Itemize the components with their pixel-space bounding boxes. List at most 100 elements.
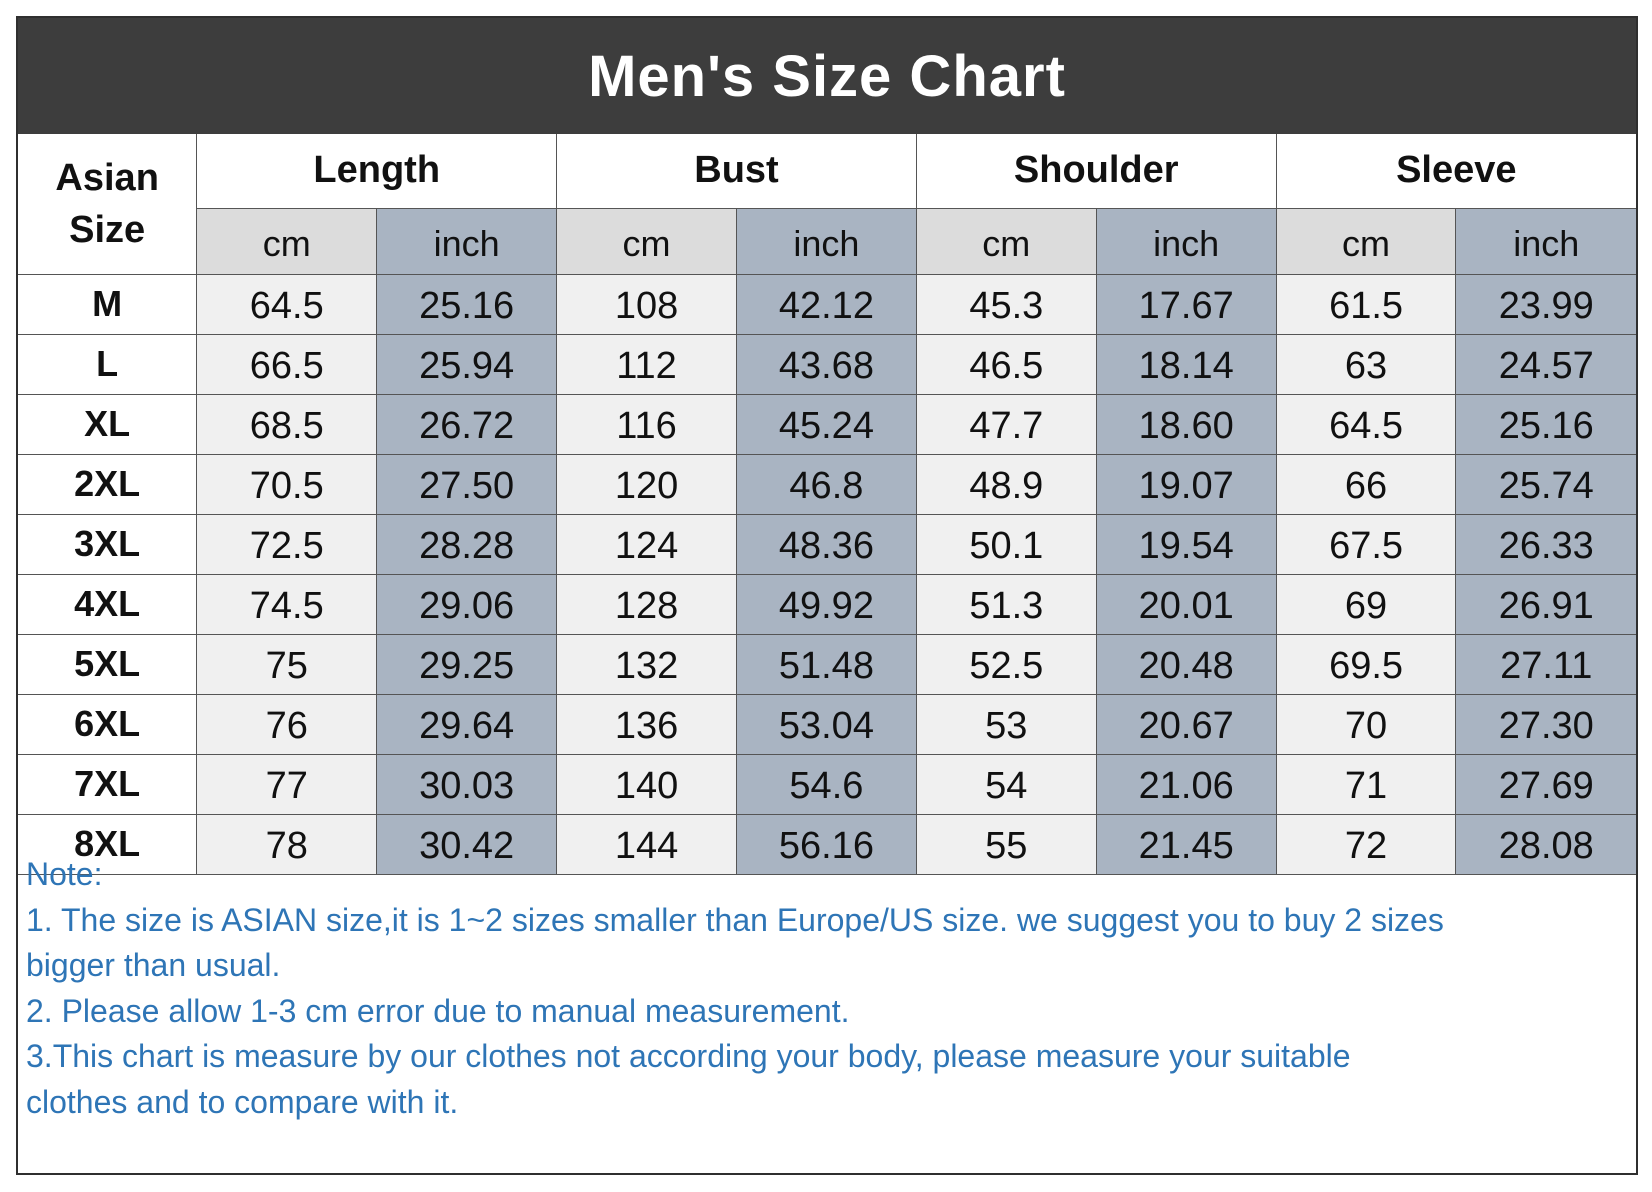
table-row: 2XL 70.5 27.50 120 46.8 48.9 19.07 66 25.74 bbox=[18, 453, 1636, 515]
cell-sleeve-cm: 72 bbox=[1275, 813, 1457, 875]
table-row: XL 68.5 26.72 116 45.24 47.7 18.60 64.5 25.16 bbox=[18, 393, 1636, 455]
cell-bust-cm: 124 bbox=[556, 513, 737, 575]
table-row: 4XL 74.5 29.06 128 49.92 51.3 20.01 69 26.91 bbox=[18, 573, 1636, 635]
unit-header-length-inch: inch bbox=[376, 207, 558, 275]
cell-sleeve-cm: 69.5 bbox=[1275, 633, 1457, 695]
unit-header-shoulder-inch: inch bbox=[1095, 207, 1277, 275]
cell-shoulder-inch: 19.54 bbox=[1095, 513, 1277, 575]
asian-size-header-line1: Asian bbox=[55, 156, 159, 199]
note-line-3-continued: clothes and to compare with it. bbox=[26, 1083, 459, 1120]
cell-sleeve-cm: 69 bbox=[1275, 573, 1457, 635]
cell-shoulder-cm: 55 bbox=[915, 813, 1097, 875]
asian-size-header: Asian Size bbox=[18, 134, 198, 275]
cell-bust-inch: 51.48 bbox=[735, 633, 917, 695]
cell-shoulder-cm: 48.9 bbox=[915, 453, 1097, 515]
cell-length-inch: 29.25 bbox=[376, 633, 558, 695]
note-line-3: 3.This chart is measure by our clothes n… bbox=[26, 1038, 1351, 1074]
cell-shoulder-inch: 18.14 bbox=[1095, 333, 1277, 395]
cell-length-cm: 74.5 bbox=[196, 573, 378, 635]
size-label: 7XL bbox=[18, 753, 198, 815]
notes-section: Note: 1. The size is ASIAN size,it is 1~… bbox=[26, 852, 1626, 1125]
cell-sleeve-inch: 26.91 bbox=[1455, 573, 1636, 635]
cell-bust-cm: 120 bbox=[556, 453, 737, 515]
notes-heading: Note: bbox=[26, 856, 103, 892]
unit-header-shoulder-cm: cm bbox=[915, 207, 1097, 275]
cell-length-inch: 30.42 bbox=[376, 813, 558, 875]
table-row: L 66.5 25.94 112 43.68 46.5 18.14 63 24.57 bbox=[18, 333, 1636, 395]
size-label: 3XL bbox=[18, 513, 198, 575]
cell-sleeve-inch: 25.74 bbox=[1455, 453, 1636, 515]
cell-bust-cm: 140 bbox=[556, 753, 737, 815]
cell-length-inch: 26.72 bbox=[376, 393, 558, 455]
cell-sleeve-cm: 63 bbox=[1275, 333, 1457, 395]
cell-shoulder-inch: 19.07 bbox=[1095, 453, 1277, 515]
cell-sleeve-inch: 27.11 bbox=[1455, 633, 1636, 695]
cell-bust-inch: 56.16 bbox=[735, 813, 917, 875]
group-header-shoulder: Shoulder bbox=[915, 134, 1277, 209]
cell-bust-cm: 128 bbox=[556, 573, 737, 635]
cell-shoulder-inch: 17.67 bbox=[1095, 273, 1277, 335]
cell-shoulder-inch: 18.60 bbox=[1095, 393, 1277, 455]
cell-length-cm: 76 bbox=[196, 693, 378, 755]
size-label: 5XL bbox=[18, 633, 198, 695]
size-label: M bbox=[18, 273, 198, 335]
unit-header-bust-inch: inch bbox=[735, 207, 917, 275]
cell-length-inch: 25.94 bbox=[376, 333, 558, 395]
table-row: 8XL 78 30.42 144 56.16 55 21.45 72 28.08 bbox=[18, 813, 1636, 875]
size-table-body: M 64.5 25.16 108 42.12 45.3 17.67 61.5 23.99 L 66.… bbox=[18, 273, 1636, 875]
cell-sleeve-cm: 70 bbox=[1275, 693, 1457, 755]
table-row: 5XL 75 29.25 132 51.48 52.5 20.48 69.5 27.11 bbox=[18, 633, 1636, 695]
cell-shoulder-inch: 20.01 bbox=[1095, 573, 1277, 635]
size-label: 6XL bbox=[18, 693, 198, 755]
cell-bust-inch: 43.68 bbox=[735, 333, 917, 395]
table-row: 6XL 76 29.64 136 53.04 53 20.67 70 27.30 bbox=[18, 693, 1636, 755]
cell-bust-cm: 136 bbox=[556, 693, 737, 755]
cell-shoulder-inch: 21.45 bbox=[1095, 813, 1277, 875]
cell-sleeve-inch: 26.33 bbox=[1455, 513, 1636, 575]
cell-bust-cm: 112 bbox=[556, 333, 737, 395]
unit-header-bust-cm: cm bbox=[556, 207, 737, 275]
cell-shoulder-cm: 45.3 bbox=[915, 273, 1097, 335]
size-label: XL bbox=[18, 393, 198, 455]
cell-shoulder-cm: 46.5 bbox=[915, 333, 1097, 395]
cell-length-cm: 75 bbox=[196, 633, 378, 695]
cell-sleeve-cm: 71 bbox=[1275, 753, 1457, 815]
cell-bust-inch: 54.6 bbox=[735, 753, 917, 815]
cell-shoulder-cm: 51.3 bbox=[915, 573, 1097, 635]
unit-header-sleeve-inch: inch bbox=[1455, 207, 1636, 275]
cell-shoulder-inch: 21.06 bbox=[1095, 753, 1277, 815]
note-line-1-continued: bigger than usual. bbox=[26, 947, 281, 983]
chart-title: Men's Size Chart bbox=[18, 18, 1636, 134]
cell-sleeve-inch: 28.08 bbox=[1455, 813, 1636, 875]
cell-length-inch: 29.06 bbox=[376, 573, 558, 635]
size-label: 4XL bbox=[18, 573, 198, 635]
size-table: Asian Size Length Bust Shoulder Sleeve c… bbox=[18, 134, 1636, 875]
cell-shoulder-cm: 52.5 bbox=[915, 633, 1097, 695]
unit-header-sleeve-cm: cm bbox=[1275, 207, 1457, 275]
group-header-length: Length bbox=[196, 134, 558, 209]
cell-shoulder-inch: 20.48 bbox=[1095, 633, 1277, 695]
note-line-2: 2. Please allow 1-3 cm error due to manu… bbox=[26, 992, 850, 1029]
cell-sleeve-cm: 66 bbox=[1275, 453, 1457, 515]
cell-sleeve-inch: 24.57 bbox=[1455, 333, 1636, 395]
cell-bust-inch: 53.04 bbox=[735, 693, 917, 755]
cell-length-cm: 77 bbox=[196, 753, 378, 815]
size-chart-frame: Men's Size Chart Asian Size Length Bust … bbox=[16, 16, 1638, 1175]
note-line-1: 1. The size is ASIAN size,it is 1~2 size… bbox=[26, 901, 1444, 938]
cell-shoulder-cm: 50.1 bbox=[915, 513, 1097, 575]
cell-length-inch: 27.50 bbox=[376, 453, 558, 515]
cell-length-inch: 29.64 bbox=[376, 693, 558, 755]
cell-sleeve-cm: 67.5 bbox=[1275, 513, 1457, 575]
cell-bust-inch: 46.8 bbox=[735, 453, 917, 515]
size-label: 2XL bbox=[18, 453, 198, 515]
cell-bust-inch: 42.12 bbox=[735, 273, 917, 335]
cell-shoulder-inch: 20.67 bbox=[1095, 693, 1277, 755]
group-header-bust: Bust bbox=[556, 134, 917, 209]
table-row: M 64.5 25.16 108 42.12 45.3 17.67 61.5 23.99 bbox=[18, 273, 1636, 335]
cell-shoulder-cm: 47.7 bbox=[915, 393, 1097, 455]
cell-bust-cm: 132 bbox=[556, 633, 737, 695]
cell-length-inch: 28.28 bbox=[376, 513, 558, 575]
group-header-sleeve: Sleeve bbox=[1275, 134, 1636, 209]
cell-bust-inch: 45.24 bbox=[735, 393, 917, 455]
cell-length-cm: 66.5 bbox=[196, 333, 378, 395]
